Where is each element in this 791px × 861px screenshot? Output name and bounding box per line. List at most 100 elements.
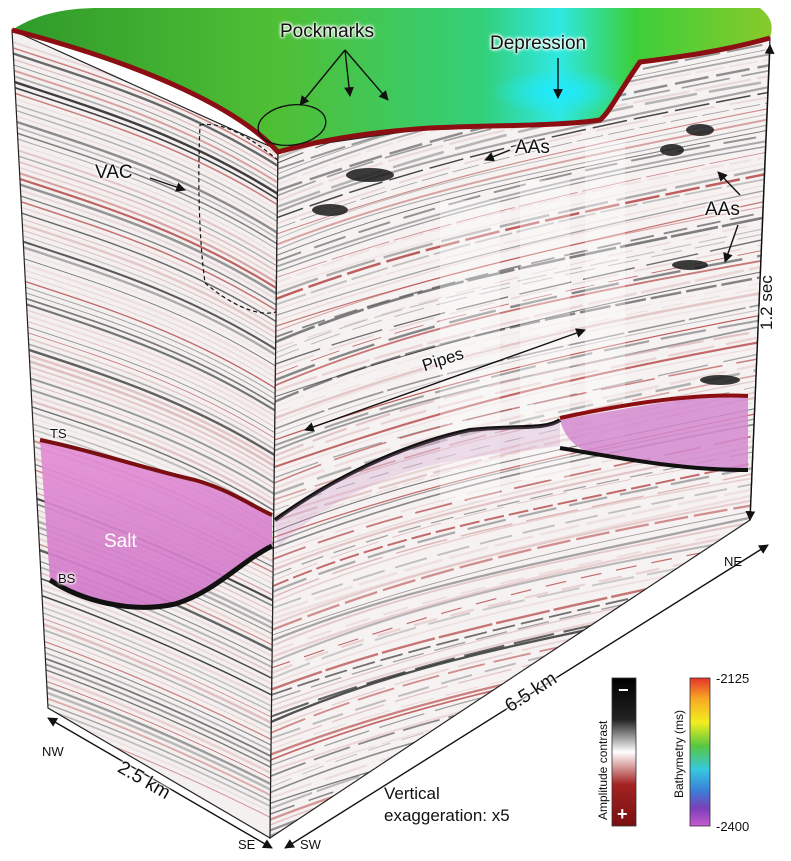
amplitude-anomaly: [346, 168, 394, 182]
seismic-reflector: [12, 350, 278, 471]
label-pockmarks: Pockmarks: [280, 21, 374, 42]
distance-short-arrow: [47, 717, 273, 849]
seismic-reflector: [12, 389, 278, 510]
seismic-reflector: [12, 222, 278, 342]
amplitude-anomaly: [672, 260, 708, 270]
time-scale-arrow: [745, 44, 775, 521]
label-sw: SW: [300, 837, 321, 852]
pockmark-arrow-1: [299, 49, 346, 106]
seismic-reflector: [270, 370, 770, 502]
amplitude-anomaly: [700, 375, 740, 385]
seismic-reflector: [12, 300, 278, 420]
seismic-reflector: [12, 328, 278, 448]
seismic-reflector: [12, 82, 278, 202]
seismic-reflector: [12, 76, 278, 197]
label-vac: VAC: [95, 162, 133, 183]
label-nw: NW: [42, 744, 64, 759]
seismic-reflector: [12, 361, 278, 482]
amplitude-colorbar: [611, 677, 637, 827]
seismic-reflector: [12, 48, 278, 169]
seismic-reflector: [270, 181, 770, 313]
seismic-reflector: [270, 240, 770, 373]
seafloor-reflector: [11, 27, 771, 155]
seismic-reflector: [12, 143, 278, 264]
seismic-reflector: [270, 203, 770, 335]
vac-arrow: [149, 177, 186, 192]
seismic-reflector: [12, 227, 278, 347]
seismic-reflector: [12, 93, 278, 213]
seismic-reflector: [12, 171, 278, 292]
seismic-reflector: [270, 451, 770, 583]
seismic-reflector: [12, 344, 278, 466]
seismic-reflector: [270, 164, 770, 297]
seismic-reflector: [12, 65, 278, 185]
seismic-reflector: [12, 395, 278, 516]
base-salt-reflector-right: [559, 446, 749, 472]
seismic-reflector: [12, 115, 278, 236]
seismic-reflector: [12, 278, 278, 398]
seismic-reflector: [270, 137, 770, 270]
seismic-reflector: [12, 154, 278, 275]
seismic-reflector: [270, 169, 770, 303]
seismic-reflector: [12, 356, 278, 476]
seabed-surface: [11, 8, 772, 155]
label-salt: Salt: [104, 531, 137, 552]
seismic-reflector: [12, 132, 278, 252]
seismic-reflector: [270, 78, 770, 211]
seismic-reflector: [12, 59, 278, 179]
seismic-reflector: [12, 244, 278, 364]
seismic-reflector: [12, 54, 278, 174]
seismic-reflector: [12, 160, 278, 280]
label-ne: NE: [724, 554, 743, 569]
bathymetry-legend-title: Bathymetry (ms): [672, 709, 686, 798]
seismic-reflector: [12, 121, 278, 241]
pipe-chimney: [585, 140, 625, 440]
seismic-reflector: [270, 197, 770, 329]
seismic-reflector: [270, 159, 770, 292]
amplitude-legend-plus: +: [617, 804, 628, 824]
salt-body-right: [560, 395, 748, 471]
pockmark-arrow-3: [344, 49, 389, 101]
seismic-reflector: [270, 105, 770, 237]
label-vertical-exaggeration-1: Vertical: [384, 784, 440, 803]
seismic-reflector: [270, 61, 770, 195]
seismic-reflector: [12, 165, 278, 286]
seismic-reflector: [270, 149, 770, 281]
amplitude-anomaly: [660, 144, 684, 156]
bathymetry-legend-max: -2125: [716, 671, 750, 686]
left-section-face: [11, 29, 279, 840]
seismic-reflector: [270, 83, 770, 216]
seismic-reflector: [270, 143, 770, 275]
salt-body-left: [40, 440, 272, 606]
seismic-reflector: [270, 192, 770, 324]
seismic-reflector: [12, 110, 278, 230]
label-bs: BS: [58, 571, 76, 586]
seismic-reflector: [12, 98, 278, 219]
bathymetry-legend: [689, 677, 711, 827]
label-aas-center: AAs: [515, 137, 550, 158]
seismic-reflector: [12, 126, 278, 247]
pockmark-arrow-2: [344, 49, 354, 97]
seismic-reflector: [270, 467, 770, 599]
seismic-reflector: [12, 138, 278, 258]
seismic-reflector: [12, 294, 278, 415]
seismic-reflector: [12, 199, 278, 319]
aas-right-arrow-up: [717, 171, 741, 196]
top-salt-reflector-left: [39, 438, 273, 517]
label-aas-right: AAs: [705, 199, 740, 220]
seismic-reflector: [12, 42, 278, 163]
seismic-reflector: [12, 255, 278, 376]
bathymetry-surface: [12, 8, 772, 152]
label-time-scale: 1.2 sec: [757, 275, 776, 330]
seismic-reflector: [12, 373, 278, 493]
seismic-reflector: [12, 333, 278, 454]
amplitude-legend-title: Amplitude contrast: [596, 720, 610, 820]
distance-long-arrow: [284, 544, 769, 849]
seismic-reflector: [12, 317, 278, 437]
salt-wedge-center: [275, 420, 560, 548]
seismic-reflector: [12, 70, 278, 191]
annotation-arrows: [47, 44, 775, 849]
label-ts: TS: [50, 426, 67, 441]
aas-right-arrow-down: [723, 224, 739, 263]
